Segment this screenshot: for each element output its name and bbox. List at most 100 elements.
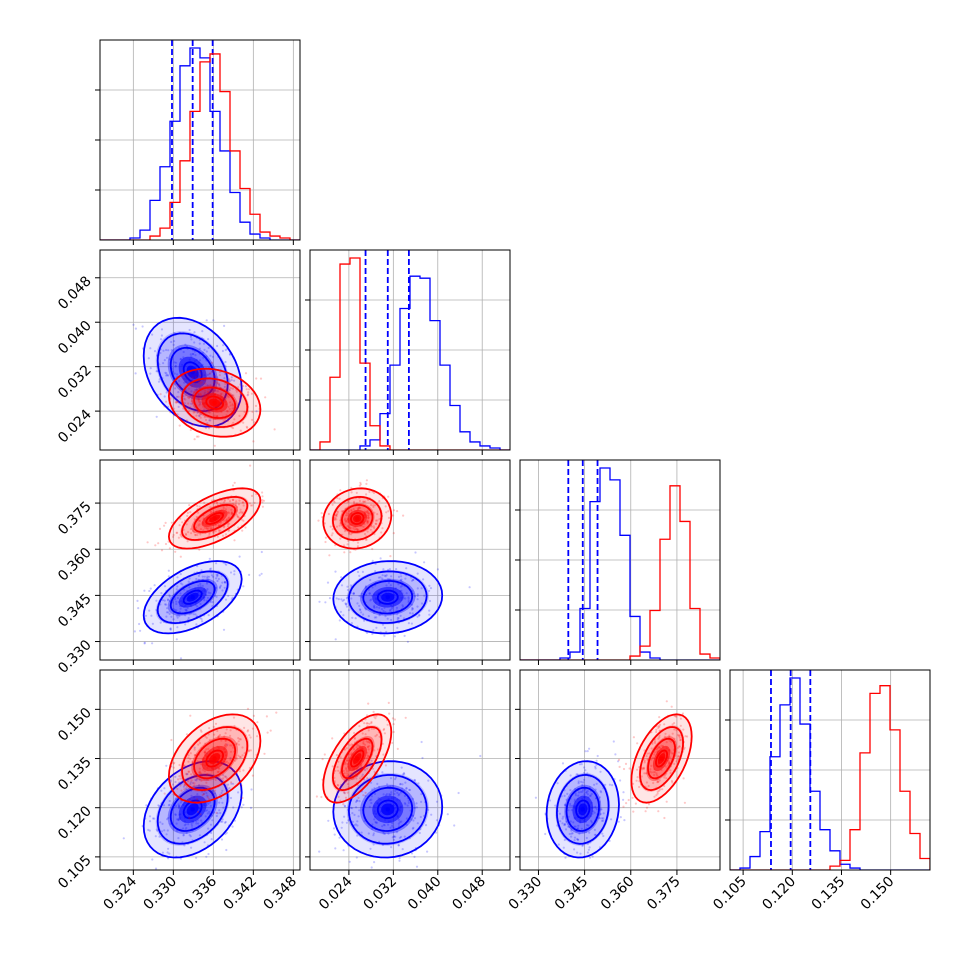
scatter-point (395, 831, 399, 834)
scatter-point (366, 520, 370, 523)
scatter-point (198, 400, 201, 403)
scatter-point (646, 758, 649, 761)
scatter-point (184, 787, 188, 790)
scatter-point (346, 783, 350, 786)
scatter-point (179, 592, 182, 595)
scatter-point (371, 827, 374, 831)
scatter-point (678, 734, 681, 737)
scatter-point (665, 741, 668, 744)
contour-line-series-1 (193, 503, 237, 533)
scatter-point (372, 505, 375, 509)
scatter-point (237, 503, 241, 506)
scatter-point (189, 428, 192, 432)
scatter-point (176, 531, 179, 534)
scatter-point (224, 739, 227, 743)
scatter-point (663, 816, 666, 820)
scatter-point (157, 380, 161, 383)
scatter-point (225, 744, 228, 747)
scatter-point (390, 791, 393, 794)
scatter-point (375, 626, 378, 629)
scatter-point (236, 742, 239, 745)
scatter-point (378, 614, 381, 617)
scatter-point (601, 819, 604, 823)
scatter-point (384, 575, 387, 578)
scatter-point (367, 702, 370, 705)
scatter-point (678, 735, 681, 738)
scatter-point (428, 613, 431, 616)
scatter-point (403, 773, 406, 776)
scatter-point (231, 825, 234, 828)
scatter-point (332, 827, 336, 830)
scatter-point (391, 822, 394, 825)
scatter-point (366, 745, 369, 748)
scatter-point (264, 396, 267, 399)
contour-line-series-1 (331, 495, 383, 541)
scatter-point (658, 736, 661, 739)
scatter-point (235, 406, 238, 409)
scatter-point (383, 727, 386, 731)
scatter-point (207, 526, 210, 530)
scatter-point (619, 779, 622, 782)
scatter-point (224, 533, 228, 536)
scatter-point (375, 522, 378, 526)
scatter-point (364, 608, 368, 611)
scatter-point (216, 381, 219, 384)
scatter-point (149, 372, 152, 375)
scatter-point (196, 798, 199, 801)
scatter-point (182, 350, 185, 354)
scatter-point (239, 383, 242, 386)
scatter-point (648, 770, 652, 773)
scatter-point (203, 408, 206, 411)
scatter-point (378, 735, 381, 738)
scatter-point (261, 495, 264, 498)
scatter-point (382, 728, 385, 732)
scatter-point (197, 578, 200, 581)
scatter-point (198, 548, 201, 551)
scatter-point (392, 509, 396, 512)
scatter-point (197, 392, 200, 396)
scatter-point (366, 519, 369, 522)
scatter-point (252, 714, 255, 718)
panel-3-3: 0.105 0.120 0.135 0.150 (710, 669, 931, 913)
scatter-point (413, 806, 416, 810)
scatter-point (197, 399, 200, 402)
scatter-point (190, 612, 193, 615)
scatter-point (198, 770, 201, 773)
scatter-point (184, 398, 187, 401)
scatter-point (338, 619, 341, 622)
scatter-point (227, 594, 230, 597)
scatter-point (185, 609, 188, 613)
scatter-point (217, 529, 220, 532)
scatter-point (372, 629, 375, 632)
scatter-point (682, 777, 685, 780)
scatter-point (370, 722, 373, 725)
scatter-point (183, 783, 186, 787)
scatter-point (181, 583, 184, 586)
histogram-series-0 (730, 677, 930, 870)
scatter-point (205, 582, 209, 585)
scatter-point (189, 835, 192, 838)
scatter-point (217, 736, 220, 739)
scatter-point (168, 595, 171, 598)
scatter-point (563, 794, 566, 798)
scatter-point (622, 798, 625, 801)
scatter-point (199, 582, 202, 586)
scatter-point (196, 778, 199, 781)
scatter-point (366, 777, 369, 780)
scatter-point (175, 822, 178, 825)
scatter-point (565, 798, 568, 801)
scatter-point (238, 395, 241, 398)
scatter-point (213, 375, 216, 378)
scatter-point (594, 788, 597, 791)
scatter-point (650, 764, 653, 768)
scatter-point (205, 781, 208, 784)
scatter-point (173, 383, 176, 386)
scatter-point (213, 381, 216, 384)
scatter-point (187, 402, 190, 405)
scatter-point (208, 372, 211, 376)
scatter-point (352, 777, 355, 781)
scatter-point (353, 813, 356, 817)
scatter-point (409, 612, 412, 615)
scatter-point (655, 794, 658, 797)
scatter-point (580, 827, 583, 830)
